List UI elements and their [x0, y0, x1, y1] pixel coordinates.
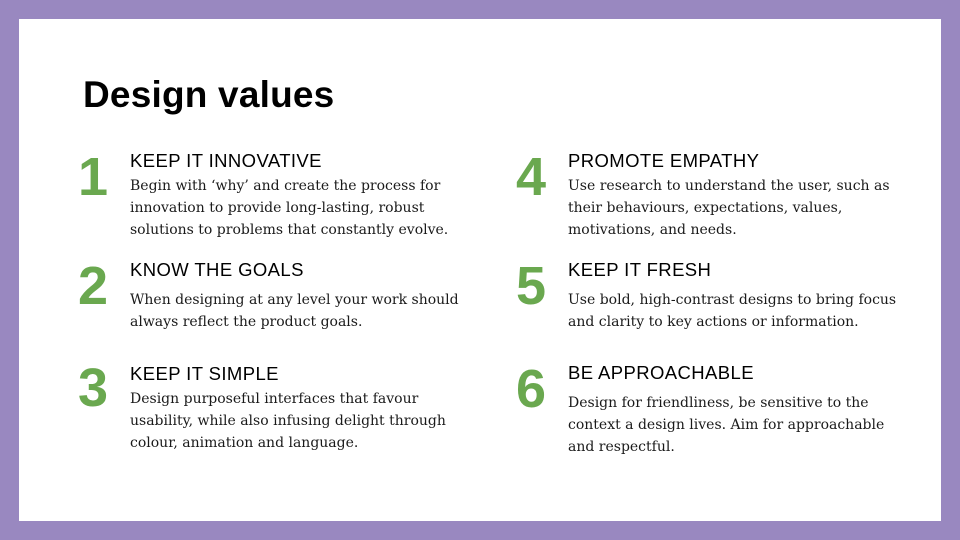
value-description: Begin with ‘why’ and create the process … [130, 178, 449, 238]
value-heading: PROMOTE EMPATHY [568, 150, 760, 171]
value-heading: KEEP IT SIMPLE [130, 363, 279, 384]
value-number: 4 [516, 147, 547, 207]
value-number: 3 [78, 358, 109, 418]
value-description: Use bold, high-contrast designs to bring… [568, 292, 897, 330]
value-number: 5 [516, 256, 547, 316]
value-number: 1 [78, 147, 109, 207]
value-description: When designing at any level your work sh… [130, 292, 459, 330]
value-description: Use research to understand the user, suc… [568, 178, 890, 238]
slide-title: Design values [83, 74, 335, 115]
value-description: Design purposeful interfaces that favour… [130, 391, 446, 451]
value-number: 2 [78, 256, 109, 316]
slide: Design values 1 KEEP IT INNOVATIVE Begin… [19, 19, 941, 521]
value-heading: KEEP IT FRESH [568, 259, 712, 280]
value-number: 6 [516, 359, 547, 419]
value-description: Design for friendliness, be sensitive to… [568, 395, 885, 455]
value-heading: KEEP IT INNOVATIVE [130, 150, 322, 171]
value-heading: KNOW THE GOALS [130, 259, 304, 280]
value-heading: BE APPROACHABLE [568, 362, 754, 383]
